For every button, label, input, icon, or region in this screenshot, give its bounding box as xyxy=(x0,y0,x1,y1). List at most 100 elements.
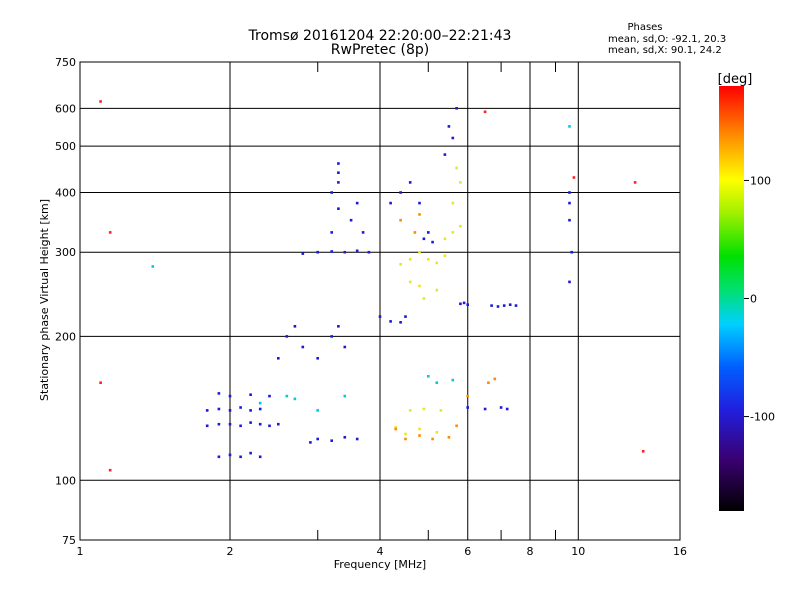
data-point xyxy=(151,265,155,268)
data-point xyxy=(568,201,571,205)
data-point xyxy=(508,303,512,306)
data-point xyxy=(277,357,280,360)
x-tick-label: 1 xyxy=(77,545,84,558)
data-point xyxy=(568,125,571,128)
data-point xyxy=(367,250,371,254)
data-point xyxy=(499,406,503,409)
data-point xyxy=(466,406,469,409)
data-point xyxy=(217,392,221,395)
data-point xyxy=(427,375,430,378)
data-point xyxy=(217,422,221,426)
data-point xyxy=(408,280,412,284)
data-point xyxy=(99,381,102,384)
data-point xyxy=(330,439,333,442)
data-point xyxy=(483,407,487,411)
data-point xyxy=(404,437,407,441)
data-point xyxy=(301,252,305,255)
data-point xyxy=(447,436,451,439)
colorbar xyxy=(719,86,744,511)
x-tick-label: 10 xyxy=(571,545,585,558)
data-point xyxy=(570,250,573,254)
data-point xyxy=(258,455,262,459)
data-point xyxy=(413,231,417,234)
data-point xyxy=(435,381,439,384)
data-point xyxy=(343,436,347,439)
data-point xyxy=(285,394,289,398)
y-tick-label: 500 xyxy=(55,140,76,153)
data-point xyxy=(455,166,458,170)
data-point xyxy=(330,335,333,338)
data-point xyxy=(337,171,340,174)
stats-line-x: mean, sd,X: 90.1, 24.2 xyxy=(608,45,722,56)
data-point xyxy=(408,409,412,412)
data-point xyxy=(217,407,221,411)
data-point xyxy=(258,401,262,405)
data-point xyxy=(418,427,421,431)
data-point xyxy=(451,231,455,234)
data-point xyxy=(418,250,421,254)
data-point xyxy=(355,201,359,205)
data-point xyxy=(451,378,455,382)
data-point xyxy=(249,393,252,396)
stats-heading: Phases xyxy=(627,22,662,33)
data-point xyxy=(399,321,402,324)
data-point xyxy=(293,397,297,401)
data-point xyxy=(447,125,451,128)
x-tick-label: 8 xyxy=(527,545,534,558)
data-point xyxy=(228,409,232,412)
data-point xyxy=(337,162,340,165)
data-point xyxy=(459,181,462,184)
data-points xyxy=(99,100,645,472)
data-point xyxy=(572,176,576,179)
data-point xyxy=(239,424,242,428)
data-point xyxy=(239,406,242,409)
data-point xyxy=(633,181,637,184)
chart-title: Tromsø 20161204 22:20:00–22:21:43 xyxy=(248,28,512,44)
data-point xyxy=(349,218,353,222)
x-tick-label: 4 xyxy=(377,545,384,558)
data-point xyxy=(249,421,252,424)
data-point xyxy=(258,422,262,426)
data-point xyxy=(431,437,434,441)
data-point xyxy=(408,181,412,184)
data-point xyxy=(418,213,421,216)
data-point xyxy=(422,407,426,411)
data-point xyxy=(378,315,382,318)
data-point xyxy=(427,258,430,261)
data-point xyxy=(404,432,407,436)
data-point xyxy=(316,250,319,254)
y-tick-label: 600 xyxy=(55,102,76,115)
data-point xyxy=(490,304,493,307)
data-point xyxy=(316,437,319,441)
data-point xyxy=(404,315,407,318)
data-point xyxy=(418,201,421,205)
data-point xyxy=(205,424,209,428)
data-point xyxy=(228,422,232,426)
data-point xyxy=(459,224,462,228)
data-point xyxy=(258,407,262,411)
data-point xyxy=(418,434,421,437)
data-point xyxy=(431,240,434,244)
data-point xyxy=(301,345,305,349)
data-point xyxy=(343,345,347,349)
data-point xyxy=(394,426,397,429)
data-point xyxy=(309,441,312,444)
data-point xyxy=(451,201,455,205)
data-point xyxy=(394,427,397,431)
x-tick-label: 16 xyxy=(673,545,687,558)
data-point xyxy=(451,136,455,140)
data-point xyxy=(337,207,340,210)
data-point xyxy=(293,325,297,328)
data-point xyxy=(466,394,469,398)
data-point xyxy=(361,231,365,234)
data-point xyxy=(316,357,319,360)
data-point xyxy=(268,394,271,398)
data-point xyxy=(568,280,571,284)
data-point xyxy=(427,231,430,234)
data-point xyxy=(228,394,232,398)
data-point xyxy=(355,437,359,441)
data-point xyxy=(337,325,340,328)
y-tick-label: 750 xyxy=(55,56,76,69)
colorbar-label: [deg] xyxy=(718,72,753,87)
